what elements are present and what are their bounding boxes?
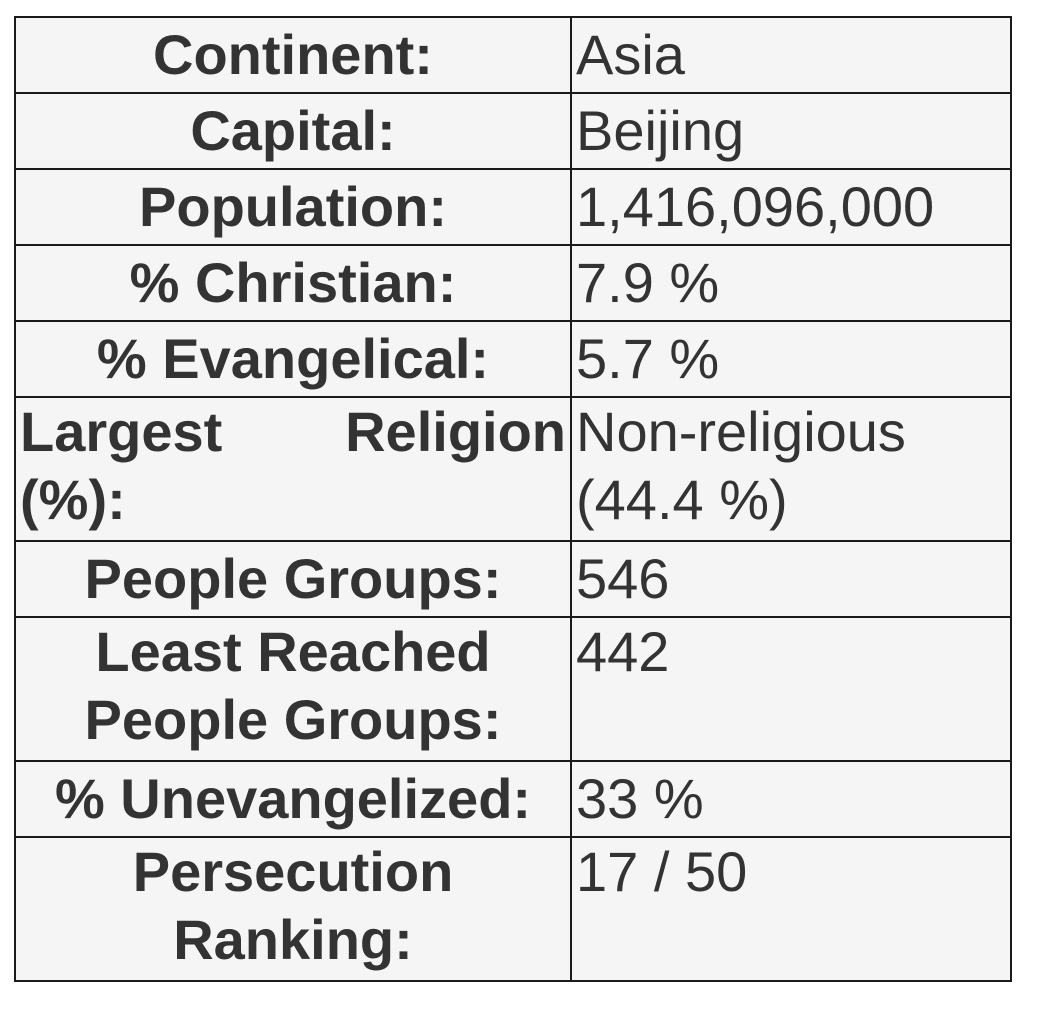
row-percent-christian: % Christian: 7.9 % — [14, 244, 1012, 322]
continent-label: Continent: — [14, 16, 572, 94]
percent-unevangelized-label: % Unevangelized: — [14, 760, 572, 838]
capital-label: Capital: — [14, 92, 572, 170]
percent-evangelical-label: % Evangelical: — [14, 320, 572, 398]
capital-value: Beijing — [570, 92, 1012, 170]
population-value: 1,416,096,000 — [570, 168, 1012, 246]
row-population: Population: 1,416,096,000 — [14, 168, 1012, 246]
percent-christian-value: 7.9 % — [570, 244, 1012, 322]
least-reached-value: 442 — [570, 616, 1012, 762]
row-largest-religion: Largest Religion (%): Non-religious (44.… — [14, 396, 1012, 542]
percent-christian-label: % Christian: — [14, 244, 572, 322]
row-capital: Capital: Beijing — [14, 92, 1012, 170]
largest-religion-value: Non-religious (44.4 %) — [570, 396, 1012, 542]
row-people-groups: People Groups: 546 — [14, 540, 1012, 618]
row-percent-evangelical: % Evangelical: 5.7 % — [14, 320, 1012, 398]
percent-evangelical-value: 5.7 % — [570, 320, 1012, 398]
least-reached-label: Least Reached People Groups: — [14, 616, 572, 762]
people-groups-label: People Groups: — [14, 540, 572, 618]
row-continent: Continent: Asia — [14, 16, 1012, 94]
largest-religion-label: Largest Religion (%): — [14, 396, 572, 542]
persecution-ranking-label: Persecution Ranking: — [14, 836, 572, 982]
row-least-reached: Least Reached People Groups: 442 — [14, 616, 1012, 762]
percent-unevangelized-value: 33 % — [570, 760, 1012, 838]
row-percent-unevangelized: % Unevangelized: 33 % — [14, 760, 1012, 838]
continent-value: Asia — [570, 16, 1012, 94]
persecution-ranking-value: 17 / 50 — [570, 836, 1012, 982]
row-persecution-ranking: Persecution Ranking: 17 / 50 — [14, 836, 1012, 982]
country-facts-table: Continent: Asia Capital: Beijing Populat… — [14, 16, 1012, 982]
people-groups-value: 546 — [570, 540, 1012, 618]
population-label: Population: — [14, 168, 572, 246]
country-facts-panel: Continent: Asia Capital: Beijing Populat… — [14, 16, 1012, 982]
